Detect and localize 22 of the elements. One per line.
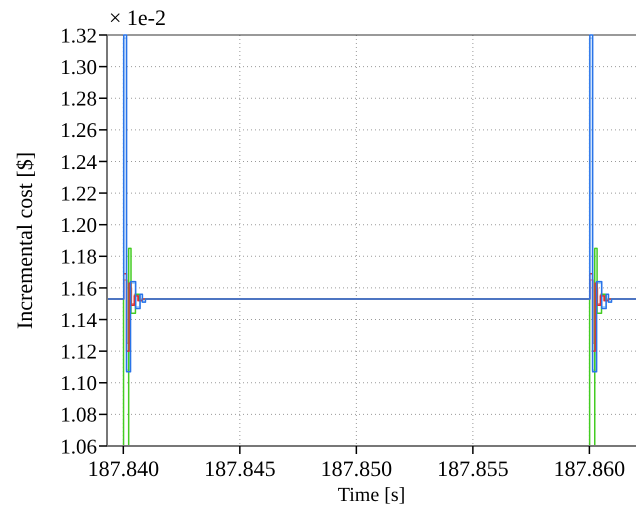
y-tick-label: 1.30 bbox=[60, 54, 97, 79]
y-tick-label: 1.14 bbox=[60, 308, 98, 332]
y-tick-label: 1.32 bbox=[60, 23, 97, 48]
y-tick-label: 1.10 bbox=[60, 371, 97, 396]
x-tick-label: 187.850 bbox=[320, 456, 392, 481]
y-tick-label: 1.28 bbox=[60, 86, 97, 111]
y-tick-label: 1.26 bbox=[60, 118, 97, 142]
x-tick-label: 187.860 bbox=[554, 456, 626, 481]
y-tick-label: 1.12 bbox=[60, 340, 97, 364]
y-tick-label: 1.16 bbox=[60, 276, 97, 300]
text: × 1e-2 bbox=[109, 5, 166, 30]
x-tick-label: 187.855 bbox=[437, 456, 509, 481]
x-tick-label: 187.845 bbox=[204, 456, 276, 481]
y-tick-label: 1.18 bbox=[60, 244, 97, 269]
y-tick-label: 1.24 bbox=[60, 150, 98, 174]
y-tick-label: 1.06 bbox=[60, 434, 97, 458]
y-axis-title: Incremental cost [$] bbox=[12, 152, 37, 330]
y-tick-label: 1.20 bbox=[60, 213, 97, 238]
y-tick-label: 1.08 bbox=[60, 402, 97, 427]
x-axis-title: Time [s] bbox=[338, 484, 406, 506]
y-tick-label: 1.22 bbox=[60, 181, 97, 206]
x-tick-label: 187.840 bbox=[88, 456, 160, 481]
